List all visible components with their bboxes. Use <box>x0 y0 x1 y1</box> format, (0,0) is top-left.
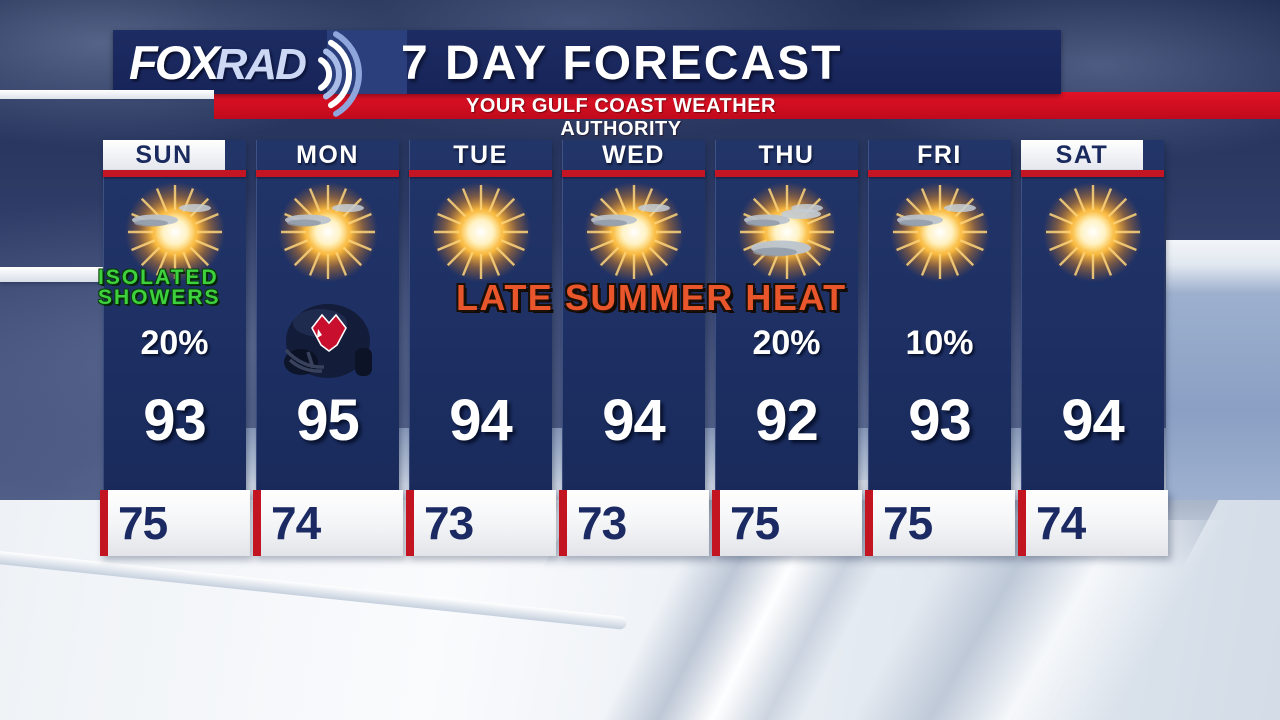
showers-line1: ISOLATED <box>98 266 219 289</box>
day-column-sat: SAT <box>1018 140 1168 570</box>
header-white-bar <box>0 90 214 99</box>
high-temp: 93 <box>908 388 972 453</box>
sun-cloud-icon <box>124 182 225 282</box>
day-column-thu: THU <box>712 140 862 570</box>
showers-line2: SHOWERS <box>98 285 221 309</box>
day-column-panel: WED <box>562 140 705 508</box>
high-temp: 94 <box>449 388 513 453</box>
day-label: SUN <box>103 140 225 170</box>
low-accent-bar <box>253 490 261 556</box>
sunny-icon <box>1042 182 1143 282</box>
day-column-fri: FRI <box>865 140 1015 570</box>
day-column-mon: MON <box>253 140 403 570</box>
low-temp: 74 <box>271 497 321 549</box>
day-column-panel: FRI <box>868 140 1011 508</box>
sun-clouds-icon <box>736 182 837 282</box>
low-temp-box: 74 <box>253 490 403 556</box>
day-underline <box>562 170 705 177</box>
late-summer-heat-note: LATE SUMMER HEAT <box>456 277 847 318</box>
low-temp: 73 <box>424 497 474 549</box>
low-temp-box: 75 <box>712 490 862 556</box>
low-temp: 73 <box>577 497 627 549</box>
low-temp: 74 <box>1036 497 1086 549</box>
low-accent-bar <box>100 490 108 556</box>
day-column-wed: WED <box>559 140 709 570</box>
rain-chance: 10% <box>905 324 974 362</box>
low-accent-bar <box>1018 490 1026 556</box>
high-temp: 95 <box>296 388 360 453</box>
day-underline <box>1021 170 1164 177</box>
sun-cloud-icon <box>583 182 684 282</box>
subtitle-banner: YOUR GULF COAST WEATHER AUTHORITY <box>214 92 1280 140</box>
day-label: TUE <box>453 140 508 169</box>
low-temp-box: 73 <box>406 490 556 556</box>
low-temp-box: 73 <box>559 490 709 556</box>
radar-arcs-icon <box>318 31 362 117</box>
day-label: FRI <box>917 140 962 169</box>
isolated-showers-note: ISOLATED SHOWERS <box>98 266 221 309</box>
page-title: 7 DAY FORECAST <box>401 37 843 90</box>
day-label: WED <box>602 140 665 169</box>
subtitle-text: YOUR GULF COAST WEATHER AUTHORITY <box>465 95 776 140</box>
day-underline <box>868 170 1011 177</box>
sun-cloud-icon <box>889 182 990 282</box>
studio-white-band-left <box>0 267 104 282</box>
sun-cloud-icon <box>277 182 378 282</box>
rain-chance: 20% <box>140 324 209 362</box>
day-label: THU <box>758 140 815 169</box>
foxrad-logo: FOXRAD <box>129 35 307 90</box>
day-label: MON <box>296 140 359 169</box>
texans-helmet-icon <box>283 304 372 378</box>
logo-rad-text: RAD <box>215 40 307 89</box>
high-temp: 94 <box>602 388 666 453</box>
low-temp: 75 <box>118 497 168 549</box>
low-temp: 75 <box>883 497 933 549</box>
day-label: SAT <box>1021 140 1143 170</box>
header-bar: FOXRAD 7 DAY FORECAST <box>113 30 1061 117</box>
day-column-panel: THU <box>715 140 858 508</box>
high-temp: 92 <box>755 388 819 453</box>
high-temp: 94 <box>1061 388 1125 453</box>
low-temp-box: 75 <box>865 490 1015 556</box>
low-accent-bar <box>865 490 873 556</box>
day-underline <box>715 170 858 177</box>
low-temp-box: 75 <box>100 490 250 556</box>
low-temp: 75 <box>730 497 780 549</box>
day-column-panel: MON <box>256 140 399 508</box>
day-column-panel: SAT <box>1021 140 1164 508</box>
low-accent-bar <box>406 490 414 556</box>
low-temp-box: 74 <box>1018 490 1168 556</box>
day-column-panel: SUN <box>103 140 246 508</box>
logo-fox-text: FOX <box>129 36 220 89</box>
day-underline <box>103 170 246 177</box>
high-temp: 93 <box>143 388 207 453</box>
sunny-icon <box>430 182 531 282</box>
low-accent-bar <box>712 490 720 556</box>
low-accent-bar <box>559 490 567 556</box>
day-column-sun: SUN <box>100 140 250 570</box>
forecast-columns: SUN <box>100 140 1168 570</box>
day-underline <box>409 170 552 177</box>
day-underline <box>256 170 399 177</box>
rain-chance: 20% <box>752 324 821 362</box>
day-column-tue: TUE <box>406 140 556 570</box>
day-column-panel: TUE <box>409 140 552 508</box>
